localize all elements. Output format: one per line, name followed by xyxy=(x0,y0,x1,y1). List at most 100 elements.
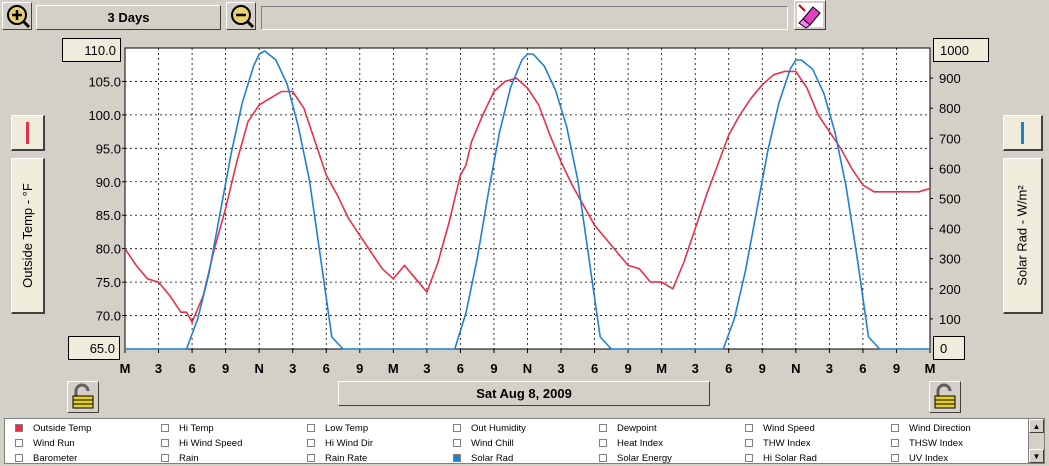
legend-checkbox[interactable] xyxy=(307,454,315,462)
legend-label: Heat Index xyxy=(617,437,663,449)
x-tick-label: 3 xyxy=(826,361,833,376)
legend-item[interactable]: Rain xyxy=(161,451,199,465)
right-tick-label: 400 xyxy=(939,222,961,237)
left-bottom-text: 65.0 xyxy=(89,340,115,356)
right-top-text: 1000 xyxy=(940,42,969,58)
legend-item[interactable]: THW Index xyxy=(745,436,811,450)
legend-item[interactable]: Out Humidity xyxy=(453,421,526,435)
legend-label: Barometer xyxy=(33,452,78,464)
legend-checkbox[interactable] xyxy=(15,424,23,432)
x-tick-label: 6 xyxy=(725,361,732,376)
legend-item[interactable]: Low Temp xyxy=(307,421,368,435)
left-lock-button[interactable] xyxy=(67,381,99,413)
legend-checkbox[interactable] xyxy=(891,439,899,447)
legend-label: Low Temp xyxy=(325,422,369,434)
legend-checkbox[interactable] xyxy=(161,439,169,447)
legend-checkbox[interactable] xyxy=(745,439,753,447)
legend-item[interactable]: Solar Rad xyxy=(453,451,513,465)
legend-checkbox[interactable] xyxy=(745,454,753,462)
weather-chart: 105.0 100.0 95.0 90.0 85.0 80.0 75.0 70.0 900 800… xyxy=(88,47,961,376)
legend-item[interactable]: Hi Wind Dir xyxy=(307,436,373,450)
legend-scrollbar[interactable]: ▲ ▼ xyxy=(1028,419,1044,463)
x-tick-label: N xyxy=(254,361,263,376)
magnifier-minus-icon xyxy=(231,5,255,29)
date-button[interactable]: Sat Aug 8, 2009 xyxy=(338,381,710,406)
legend-item[interactable]: THSW Index xyxy=(891,436,963,450)
legend-item[interactable]: Hi Wind Speed xyxy=(161,436,242,450)
right-lock-button[interactable] xyxy=(929,381,961,413)
x-tick-label: 3 xyxy=(423,361,430,376)
legend-item[interactable]: Wind Direction xyxy=(891,421,971,435)
legend-checkbox[interactable] xyxy=(15,454,23,462)
legend-label: Out Humidity xyxy=(471,422,526,434)
legend-label: Dewpoint xyxy=(617,422,657,434)
legend-label: Wind Direction xyxy=(909,422,971,434)
x-tick-label: M xyxy=(388,361,399,376)
x-tick-label: 6 xyxy=(591,361,598,376)
x-tick-label: 9 xyxy=(759,361,766,376)
scroll-up-arrow[interactable]: ▲ xyxy=(1029,419,1044,433)
zoom-out-button[interactable] xyxy=(226,2,256,30)
legend-checkbox[interactable] xyxy=(453,454,461,462)
x-tick-label: 9 xyxy=(893,361,900,376)
left-tick-label: 100.0 xyxy=(88,108,121,123)
legend-label: Hi Solar Rad xyxy=(763,452,817,464)
legend-label: Outside Temp xyxy=(33,422,92,434)
right-tick-label: 600 xyxy=(939,161,961,176)
left-axis-label: Outside Temp - °F xyxy=(11,158,45,314)
legend-checkbox[interactable] xyxy=(599,439,607,447)
right-axis-label: Solar Rad - W/m² xyxy=(1003,158,1043,314)
legend-item[interactable]: Wind Speed xyxy=(745,421,815,435)
x-tick-label: 3 xyxy=(557,361,564,376)
legend-item[interactable]: Barometer xyxy=(15,451,77,465)
legend-label: THSW Index xyxy=(909,437,963,449)
legend-label: Rain Rate xyxy=(325,452,368,464)
legend-label: Hi Wind Speed xyxy=(179,437,243,449)
clear-button[interactable] xyxy=(794,0,826,30)
right-tick-label: 100 xyxy=(939,312,961,327)
legend-checkbox[interactable] xyxy=(891,424,899,432)
x-tick-label: 6 xyxy=(859,361,866,376)
right-series-color-button[interactable] xyxy=(1003,115,1043,151)
left-tick-label: 75.0 xyxy=(96,275,121,290)
legend-item[interactable]: UV Index xyxy=(891,451,948,465)
legend-checkbox[interactable] xyxy=(599,424,607,432)
legend-checkbox[interactable] xyxy=(15,439,23,447)
time-span-label: 3 Days xyxy=(107,10,150,25)
legend-item[interactable]: Solar Energy xyxy=(599,451,672,465)
x-tick-label: 9 xyxy=(356,361,363,376)
x-tick-label: N xyxy=(523,361,532,376)
right-tick-label: 200 xyxy=(939,282,961,297)
legend-item[interactable]: Outside Temp xyxy=(15,421,91,435)
legend-checkbox[interactable] xyxy=(599,454,607,462)
time-span-button[interactable]: 3 Days xyxy=(36,5,221,30)
right-bottom-text: 0 xyxy=(940,340,948,356)
zoom-in-button[interactable] xyxy=(2,2,32,30)
legend-checkbox[interactable] xyxy=(161,454,169,462)
legend-checkbox[interactable] xyxy=(307,439,315,447)
legend-checkbox[interactable] xyxy=(161,424,169,432)
legend-item[interactable]: Hi Solar Rad xyxy=(745,451,817,465)
legend-item[interactable]: Wind Run xyxy=(15,436,75,450)
right-tick-label: 300 xyxy=(939,252,961,267)
legend-checkbox[interactable] xyxy=(307,424,315,432)
lock-icon xyxy=(934,383,956,409)
x-tick-label: 9 xyxy=(490,361,497,376)
left-tick-label: 80.0 xyxy=(96,242,121,257)
left-series-color-button[interactable] xyxy=(11,115,45,151)
legend-label: UV Index xyxy=(909,452,949,464)
scroll-down-arrow[interactable]: ▼ xyxy=(1029,449,1044,463)
legend-item[interactable]: Wind Chill xyxy=(453,436,514,450)
legend-checkbox[interactable] xyxy=(453,439,461,447)
legend-checkbox[interactable] xyxy=(453,424,461,432)
legend-item[interactable]: Dewpoint xyxy=(599,421,657,435)
legend-item[interactable]: Heat Index xyxy=(599,436,663,450)
legend-checkbox[interactable] xyxy=(745,424,753,432)
legend-label: Wind Speed xyxy=(763,422,815,434)
legend-item[interactable]: Hi Temp xyxy=(161,421,214,435)
legend-label: Hi Temp xyxy=(179,422,214,434)
x-tick-label: M xyxy=(925,361,936,376)
legend-checkbox[interactable] xyxy=(891,454,899,462)
right-axis-bottom-value: 0 xyxy=(933,336,965,360)
legend-item[interactable]: Rain Rate xyxy=(307,451,367,465)
